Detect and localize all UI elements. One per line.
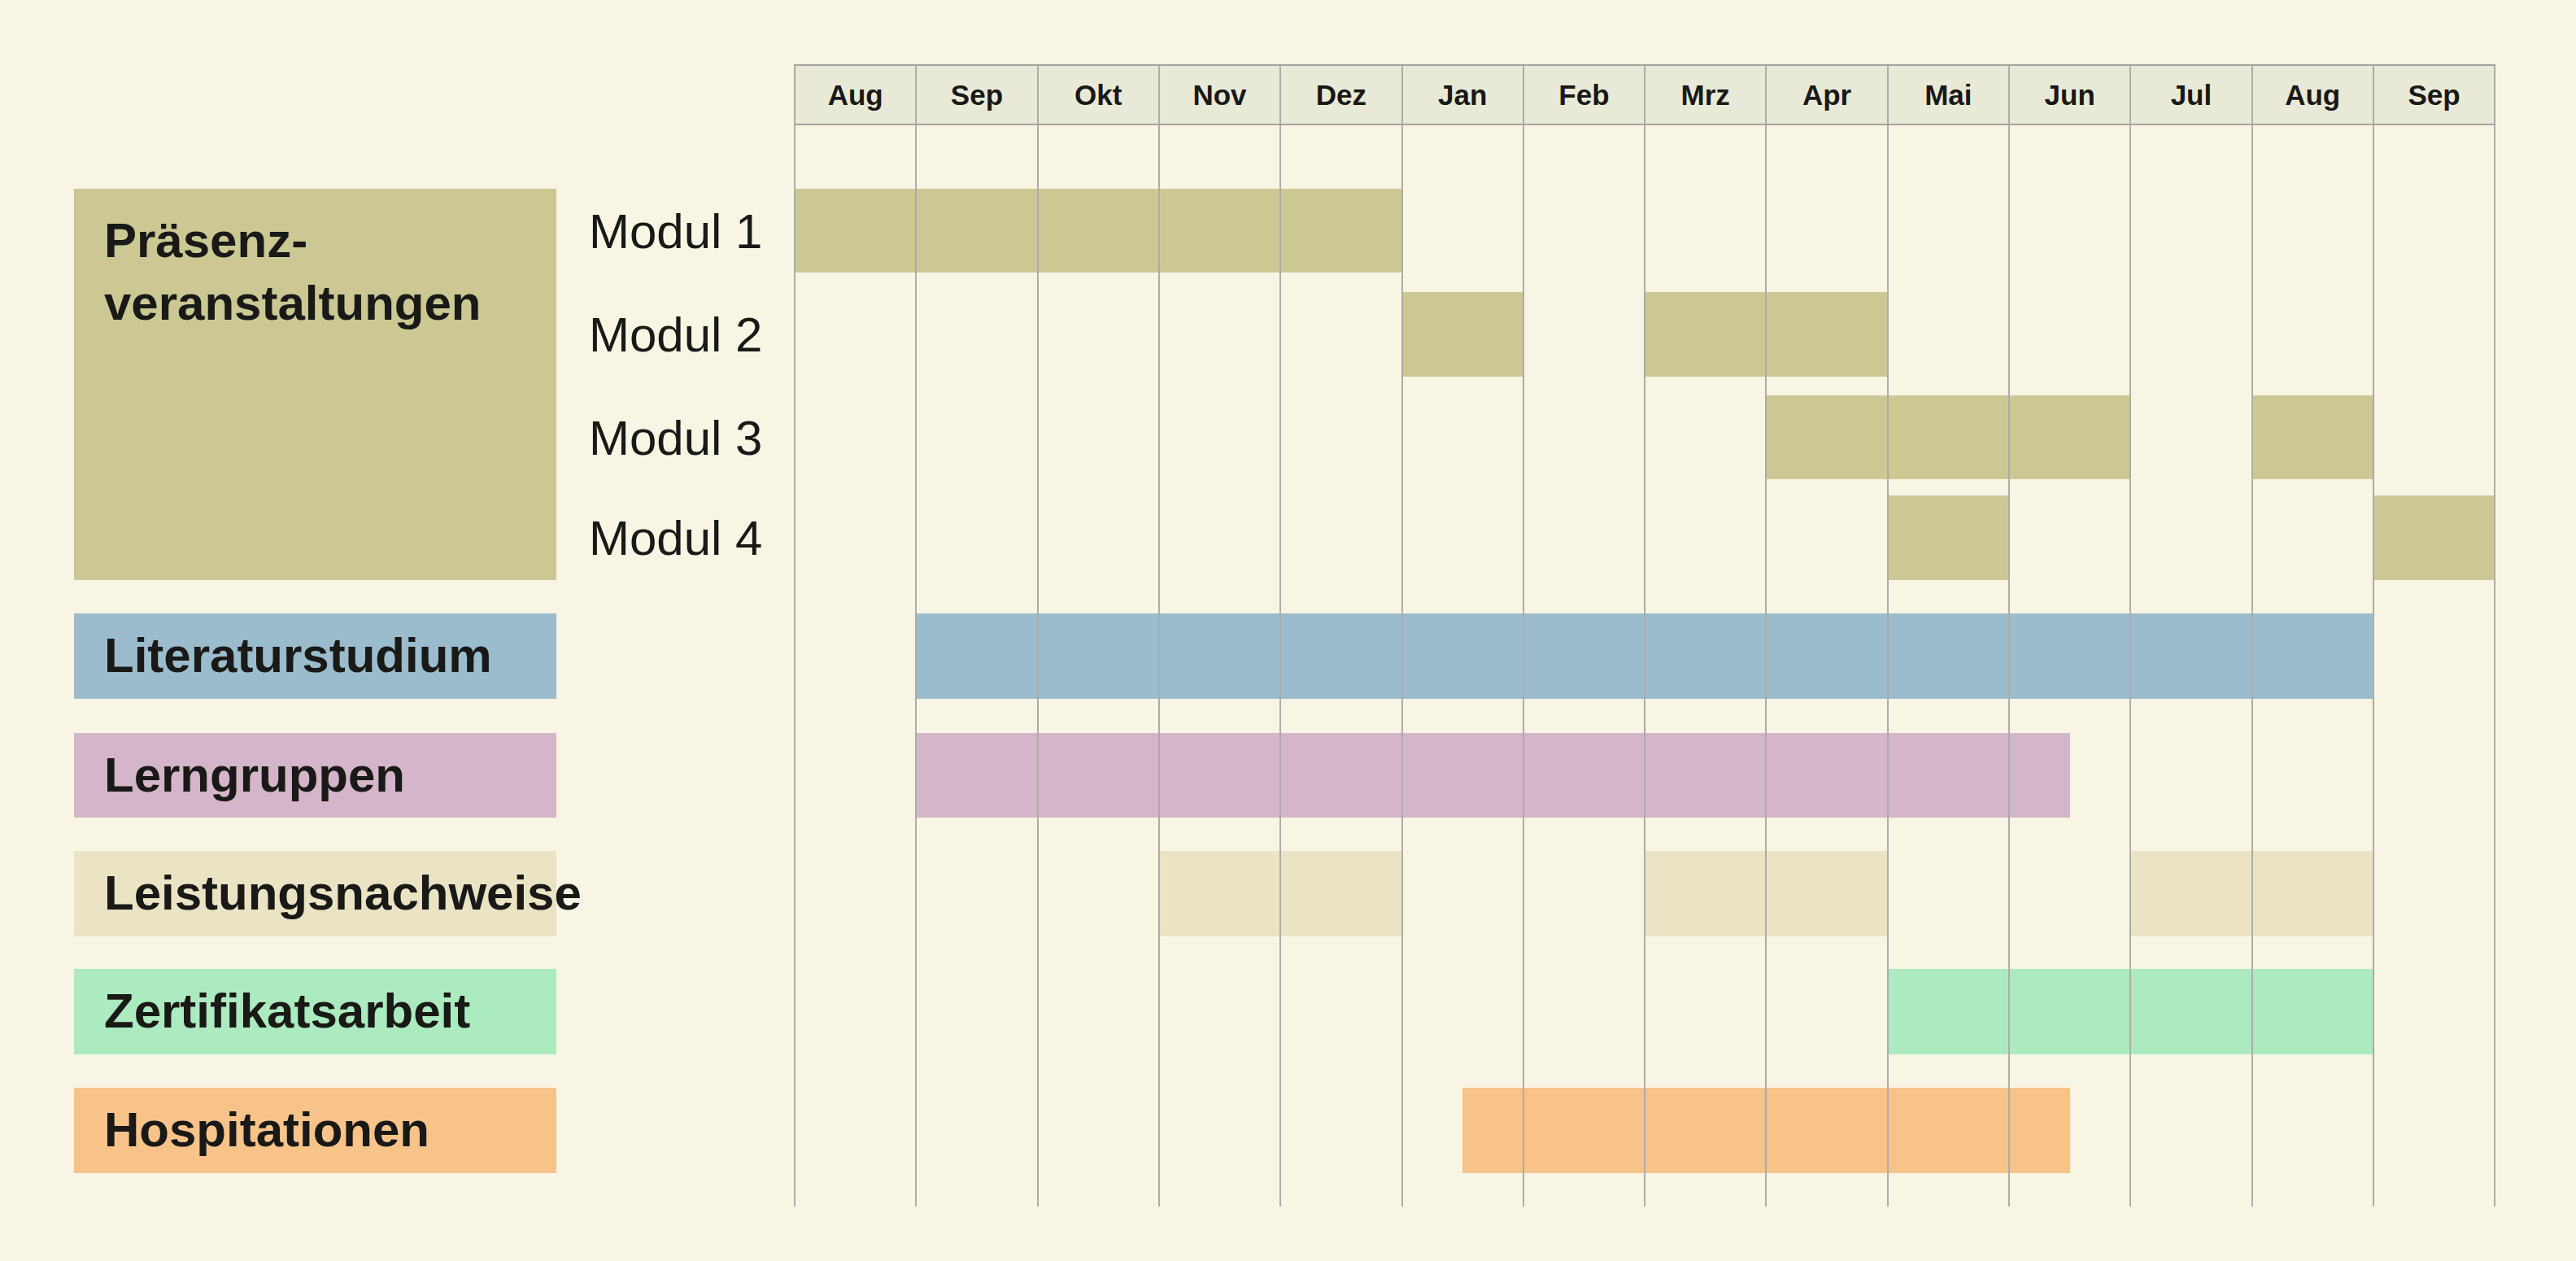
grid-line bbox=[2373, 65, 2374, 1206]
grid-line bbox=[2494, 65, 2495, 1206]
gantt-bar-praesenz bbox=[1888, 495, 2009, 580]
grid-line bbox=[2129, 65, 2131, 1206]
grid-line bbox=[1887, 65, 1889, 1206]
month-label: Aug bbox=[2252, 65, 2373, 124]
grid-line bbox=[1037, 65, 1039, 1206]
category-label-praesenz: Präsenz- veranstaltungen bbox=[74, 189, 556, 580]
month-label: Feb bbox=[1523, 65, 1645, 124]
month-label: Jan bbox=[1402, 65, 1523, 124]
month-header-bottom-border bbox=[794, 124, 2495, 125]
row-label-modul-4: Modul 4 bbox=[589, 510, 762, 566]
row-label-modul-2: Modul 2 bbox=[589, 307, 762, 363]
gantt-bar-lerngruppen bbox=[916, 733, 2069, 818]
month-label: Nov bbox=[1159, 65, 1280, 124]
gantt-bar-praesenz bbox=[1402, 292, 1523, 377]
month-label: Sep bbox=[916, 65, 1037, 124]
month-label: Jun bbox=[2009, 65, 2130, 124]
month-label: Mrz bbox=[1645, 65, 1766, 124]
gantt-bar-praesenz bbox=[2373, 495, 2495, 580]
grid-line bbox=[794, 65, 795, 1206]
month-label: Okt bbox=[1038, 65, 1159, 124]
gantt-bar-praesenz bbox=[1766, 395, 2130, 479]
row-label-modul-3: Modul 3 bbox=[589, 409, 762, 465]
grid-line bbox=[1644, 65, 1645, 1206]
grid-line bbox=[1765, 65, 1767, 1206]
category-label-hospitationen: Hospitationen bbox=[74, 1088, 556, 1173]
month-label: Mai bbox=[1888, 65, 2009, 124]
grid-line bbox=[1523, 65, 1524, 1206]
gantt-chart: AugSepOktNovDezJanFebMrzAprMaiJunJulAugS… bbox=[0, 0, 2576, 1261]
month-label: Sep bbox=[2373, 65, 2495, 124]
month-label: Jul bbox=[2130, 65, 2251, 124]
gantt-bar-praesenz bbox=[2252, 395, 2373, 479]
row-label-modul-1: Modul 1 bbox=[589, 203, 762, 259]
category-label-leistungsnachweise: Leistungsnachweise bbox=[74, 851, 556, 936]
grid-line bbox=[915, 65, 917, 1206]
gantt-bar-praesenz bbox=[795, 189, 1402, 273]
grid-line bbox=[2008, 65, 2010, 1206]
grid-line bbox=[2251, 65, 2253, 1206]
month-label: Dez bbox=[1280, 65, 1401, 124]
grid-line bbox=[1401, 65, 1403, 1206]
month-label: Aug bbox=[795, 65, 916, 124]
grid-line bbox=[1158, 65, 1160, 1206]
month-label: Apr bbox=[1766, 65, 1887, 124]
category-label-literaturstudium: Literaturstudium bbox=[74, 613, 556, 699]
month-header-top-border bbox=[794, 64, 2495, 66]
category-label-lerngruppen: Lerngruppen bbox=[74, 733, 556, 818]
category-label-zertifikatsarbeit: Zertifikatsarbeit bbox=[74, 969, 556, 1054]
grid-line bbox=[1279, 65, 1281, 1206]
